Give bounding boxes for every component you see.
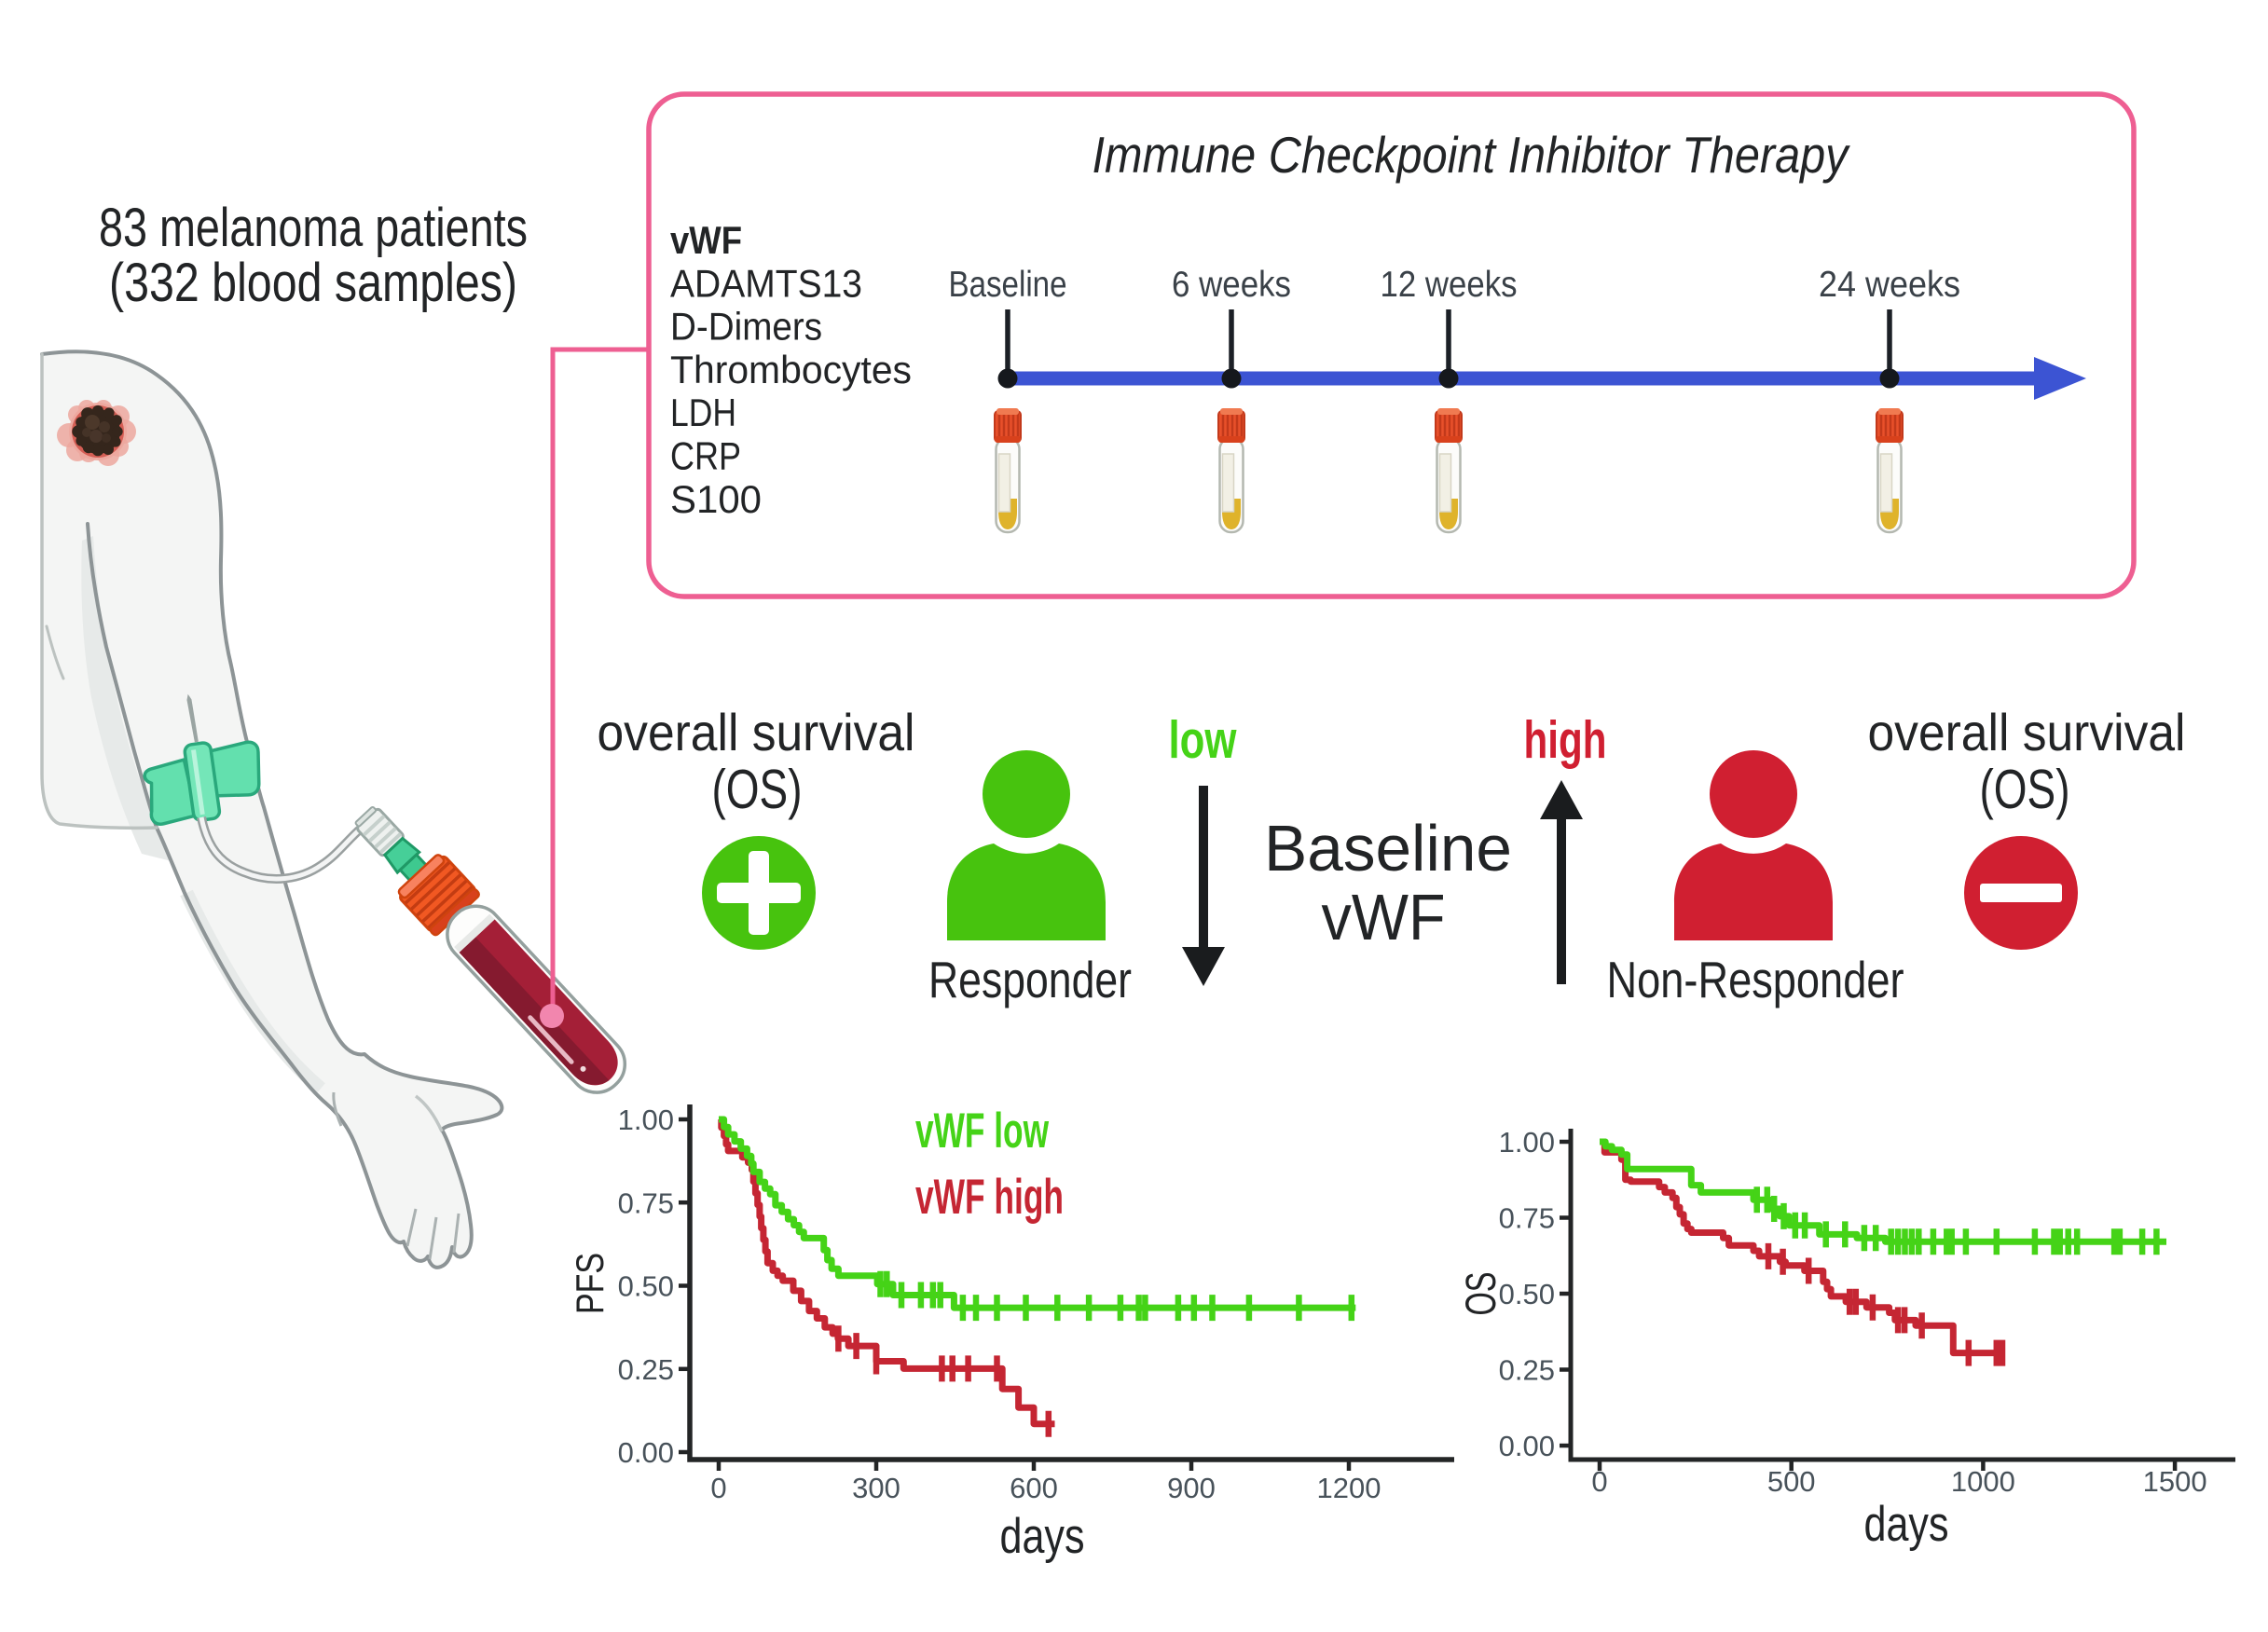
svg-text:CRP: CRP xyxy=(670,434,741,478)
svg-text:900: 900 xyxy=(1167,1472,1216,1504)
svg-text:days: days xyxy=(1864,1497,1949,1552)
svg-text:300: 300 xyxy=(852,1472,900,1504)
svg-text:500: 500 xyxy=(1767,1465,1816,1498)
svg-text:D-Dimers: D-Dimers xyxy=(670,305,822,349)
svg-text:600: 600 xyxy=(1010,1472,1058,1504)
svg-text:high: high xyxy=(1524,710,1607,770)
svg-text:12 weeks: 12 weeks xyxy=(1381,265,1518,305)
svg-text:0: 0 xyxy=(1591,1465,1607,1498)
svg-text:1500: 1500 xyxy=(2143,1465,2207,1498)
svg-text:PFS: PFS xyxy=(568,1253,612,1314)
svg-text:Immune Checkpoint Inhibitor Th: Immune Checkpoint Inhibitor Therapy xyxy=(1093,126,1851,184)
svg-text:1200: 1200 xyxy=(1316,1472,1381,1504)
svg-text:vWF low: vWF low xyxy=(915,1104,1050,1159)
svg-text:1.00: 1.00 xyxy=(618,1104,674,1136)
svg-text:0.75: 0.75 xyxy=(618,1186,674,1219)
svg-text:vWF high: vWF high xyxy=(915,1170,1064,1225)
svg-text:Responder: Responder xyxy=(928,951,1132,1008)
svg-text:0.25: 0.25 xyxy=(1499,1354,1555,1387)
svg-text:0.50: 0.50 xyxy=(1499,1278,1555,1310)
svg-text:(OS): (OS) xyxy=(712,759,803,820)
svg-text:overall survival: overall survival xyxy=(598,703,915,761)
svg-text:days: days xyxy=(1000,1509,1085,1564)
svg-text:OS: OS xyxy=(1457,1272,1505,1316)
svg-text:Baseline: Baseline xyxy=(1264,812,1512,885)
svg-text:S100: S100 xyxy=(670,477,762,521)
svg-text:ADAMTS13: ADAMTS13 xyxy=(670,261,862,305)
svg-text:vWF: vWF xyxy=(1322,881,1446,953)
svg-text:LDH: LDH xyxy=(670,391,736,434)
svg-text:0.25: 0.25 xyxy=(618,1353,674,1386)
svg-text:6 weeks: 6 weeks xyxy=(1172,265,1291,305)
svg-text:overall survival: overall survival xyxy=(1868,703,2186,761)
svg-text:1000: 1000 xyxy=(1951,1465,2015,1498)
svg-text:0: 0 xyxy=(710,1472,726,1504)
svg-text:low: low xyxy=(1169,710,1238,770)
svg-text:(332 blood samples): (332 blood samples) xyxy=(109,253,517,313)
svg-text:0.00: 0.00 xyxy=(618,1436,674,1469)
svg-text:vWF: vWF xyxy=(670,218,742,262)
svg-text:1.00: 1.00 xyxy=(1499,1126,1555,1159)
svg-text:0.75: 0.75 xyxy=(1499,1202,1555,1235)
svg-text:Thrombocytes: Thrombocytes xyxy=(670,348,912,391)
svg-text:Baseline: Baseline xyxy=(949,265,1067,305)
svg-text:0.00: 0.00 xyxy=(1499,1430,1555,1462)
svg-text:Non-Responder: Non-Responder xyxy=(1607,951,1904,1008)
svg-text:83 melanoma patients: 83 melanoma patients xyxy=(99,198,528,258)
svg-text:0.50: 0.50 xyxy=(618,1270,674,1303)
svg-text:24 weeks: 24 weeks xyxy=(1819,265,1960,305)
svg-text:(OS): (OS) xyxy=(1980,759,2070,820)
